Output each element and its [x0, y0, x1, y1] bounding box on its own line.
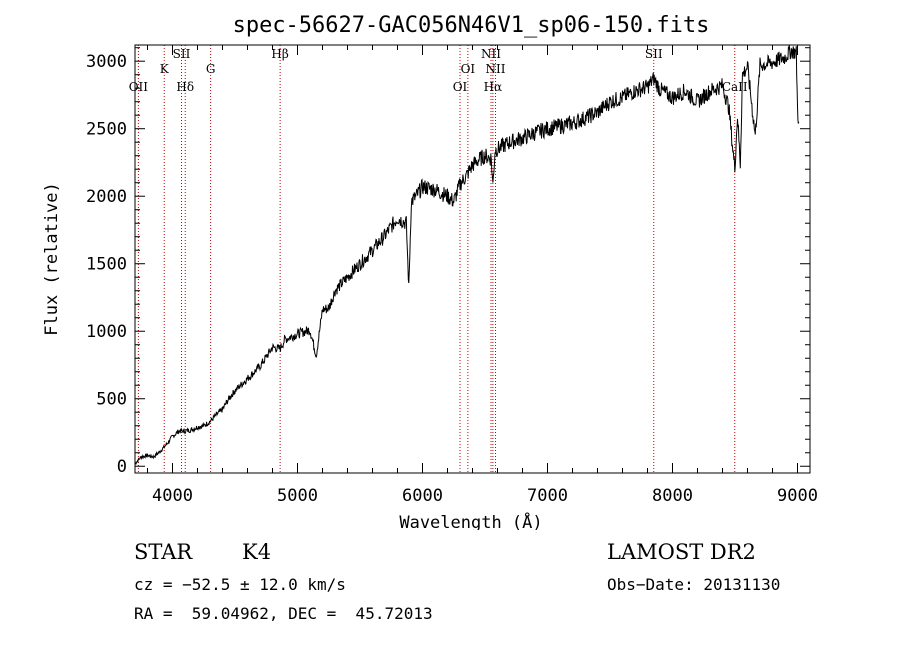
spectral-line-label: SII [173, 47, 191, 61]
spectral-line-label: NII [486, 62, 506, 76]
spectral-line-label: NII [481, 47, 501, 61]
spectral-lines [137, 45, 736, 473]
y-axis-label: Flux (relative) [42, 182, 62, 336]
y-tick-label: 2000 [86, 187, 127, 207]
x-axis-label: Wavelength (Å) [399, 511, 542, 530]
spectrum-chart: spec-56627-GAC056N46V1_sp06-150.fits OII… [42, 13, 818, 530]
spectral-line-label: OI [461, 62, 476, 76]
y-tick-label: 500 [96, 390, 127, 410]
y-tick-label: 2500 [86, 120, 127, 140]
spectral-line-label: G [206, 62, 216, 76]
spectrum-line [134, 44, 800, 465]
y-tick-label: 1500 [86, 255, 127, 275]
coordinates: RA = 59.04962, DEC = 45.72013 [134, 604, 433, 623]
x-tick-label: 4000 [152, 486, 193, 506]
observation-date: Obs−Date: 20131130 [607, 575, 781, 594]
spectral-line-label: Hα [484, 80, 503, 94]
spectral-line-label: K [160, 62, 170, 76]
spectral-line-label: CaII [722, 80, 748, 94]
chart-title: spec-56627-GAC056N46V1_sp06-150.fits [233, 13, 710, 38]
spectral-line-label: OII [129, 80, 149, 94]
spectral-line-label: Hδ [176, 80, 194, 94]
object-subclass: K4 [242, 540, 272, 564]
x-tick-label: 9000 [777, 486, 818, 506]
x-tick-label: 5000 [277, 486, 318, 506]
y-tick-label: 3000 [86, 52, 127, 72]
axis-ticks: 4000 5000 6000 7000 8000 9000 0 500 1000 1500 2000… [86, 45, 818, 506]
survey-label: LAMOST DR2 [607, 540, 756, 564]
spectral-line-label: SII [645, 47, 663, 61]
x-tick-label: 6000 [402, 486, 443, 506]
plot-frame [134, 44, 811, 474]
y-tick-label: 1000 [86, 322, 127, 342]
x-tick-label: 8000 [652, 486, 693, 506]
spectral-line-label: OI [453, 80, 468, 94]
spectral-line-label: Hβ [271, 47, 288, 61]
x-tick-label: 7000 [527, 486, 568, 506]
object-class: STAR [134, 540, 193, 564]
redshift-cz: cz = −52.5 ± 12.0 km/s [134, 575, 346, 594]
y-tick-label: 0 [117, 457, 127, 477]
